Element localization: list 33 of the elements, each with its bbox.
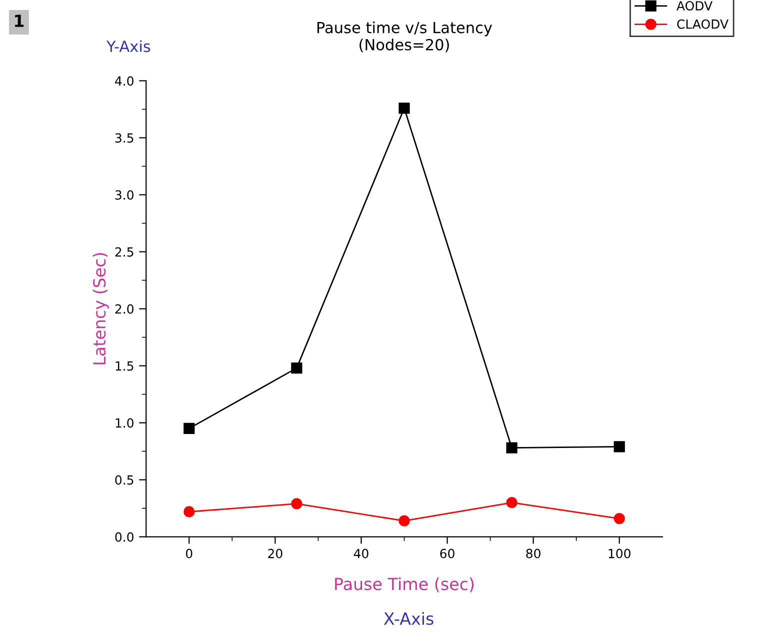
y-tick-label: 0.5 — [115, 475, 134, 485]
y-tick-label: 3.0 — [115, 190, 134, 200]
y-axis-title: Latency (Sec) — [92, 253, 109, 364]
point — [614, 512, 625, 524]
text: X-Axis — [384, 612, 434, 625]
legend-label: CLAODV — [677, 19, 728, 29]
y-tick-label: 1.5 — [116, 361, 134, 371]
x-tick-label: 80 — [526, 548, 540, 558]
y-tick-label: 2.0 — [115, 304, 134, 314]
text: Y-Axis — [106, 40, 150, 52]
point — [184, 422, 195, 434]
y-tick-label: 1.0 — [116, 418, 134, 428]
x-tick-label: 100 — [608, 548, 630, 558]
legend-label: AODV — [676, 1, 712, 10]
text: 1 — [15, 14, 24, 27]
x-tick-label: 40 — [354, 548, 368, 558]
point — [184, 506, 195, 518]
point — [398, 515, 410, 526]
chart-title: Pause time v/s Latency (Nodes=20) — [317, 22, 492, 52]
point — [291, 362, 302, 374]
point — [506, 497, 518, 508]
y-tick-label: 0.0 — [115, 532, 134, 542]
x-tick-label: 20 — [268, 548, 282, 558]
x-tick-label: 0 — [186, 548, 192, 558]
y-tick-label: 4.0 — [115, 76, 134, 86]
y-tick-label: 3.5 — [115, 133, 134, 143]
point — [506, 442, 518, 454]
x-tick-label: 60 — [440, 548, 454, 558]
point — [614, 441, 625, 452]
y-tick-label: 2.5 — [115, 247, 134, 257]
point — [291, 498, 302, 510]
x-axis-title: Pause Time (sec) — [335, 577, 474, 592]
point — [398, 102, 410, 114]
